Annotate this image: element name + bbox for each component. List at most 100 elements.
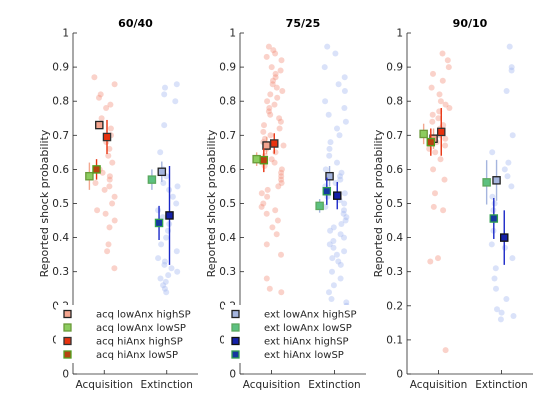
raw-point bbox=[109, 159, 116, 166]
mean-marker bbox=[325, 171, 334, 181]
raw-point bbox=[430, 70, 436, 77]
y-tick-label: 0.3 bbox=[219, 266, 236, 278]
raw-point bbox=[272, 149, 279, 156]
raw-point bbox=[263, 53, 270, 60]
mean-marker bbox=[102, 132, 112, 142]
raw-point bbox=[430, 166, 437, 173]
raw-point bbox=[428, 84, 435, 91]
raw-point bbox=[489, 193, 496, 200]
raw-point bbox=[111, 265, 118, 272]
y-tick-label: 0.5 bbox=[219, 198, 236, 210]
y-tick-label: 0.8 bbox=[386, 96, 403, 108]
raw-point bbox=[106, 145, 113, 152]
raw-point bbox=[442, 347, 449, 354]
y-tick-label: 1 bbox=[62, 28, 69, 40]
raw-point bbox=[158, 241, 165, 248]
legend-label: acq hiAnx highSP bbox=[96, 337, 183, 348]
raw-point bbox=[263, 275, 270, 282]
panel-title: 60/40 bbox=[118, 17, 153, 30]
raw-point bbox=[174, 183, 181, 190]
y-tick-label: 0.4 bbox=[386, 232, 403, 244]
mean-marker bbox=[262, 141, 271, 150]
mean-marker bbox=[492, 176, 501, 185]
raw-point bbox=[278, 176, 285, 183]
raw-point bbox=[106, 183, 113, 190]
raw-point bbox=[278, 289, 285, 296]
y-tick-label: 0.3 bbox=[386, 266, 403, 278]
raw-point bbox=[442, 135, 449, 142]
raw-point bbox=[338, 221, 345, 227]
raw-point bbox=[342, 217, 349, 224]
raw-point bbox=[260, 200, 267, 207]
raw-point bbox=[327, 227, 334, 234]
raw-point bbox=[157, 275, 164, 282]
raw-point bbox=[333, 251, 340, 258]
raw-point bbox=[106, 173, 113, 180]
raw-point bbox=[101, 186, 108, 193]
y-tick-label: 1 bbox=[229, 28, 236, 40]
raw-point bbox=[337, 173, 343, 180]
raw-point bbox=[258, 203, 265, 210]
raw-point bbox=[272, 70, 279, 77]
raw-point bbox=[266, 285, 273, 292]
raw-point bbox=[106, 224, 113, 231]
raw-point bbox=[263, 241, 270, 248]
raw-point bbox=[267, 111, 274, 118]
raw-point bbox=[279, 88, 286, 94]
y-tick-label: 0.4 bbox=[219, 232, 236, 244]
raw-point bbox=[442, 101, 449, 108]
legend-label: acq lowAnx highSP bbox=[96, 310, 191, 321]
raw-point bbox=[341, 234, 347, 241]
y-tick-label: 0.7 bbox=[219, 130, 236, 142]
raw-point bbox=[334, 159, 340, 166]
raw-point bbox=[157, 149, 164, 156]
raw-point bbox=[510, 313, 517, 319]
panel-3: 0 0.1 0.2 0.3 0.4 0.5 0.6 0.7 0.8 0.9 1 Acquisition… bbox=[372, 17, 533, 391]
raw-point bbox=[503, 296, 510, 302]
raw-point bbox=[335, 81, 342, 88]
panel-2: 00.10.20.30.40.50.60.70.80.91Acquisition… bbox=[205, 17, 366, 391]
raw-point bbox=[162, 278, 169, 285]
raw-point bbox=[155, 207, 162, 214]
raw-point bbox=[265, 108, 272, 115]
raw-point bbox=[109, 200, 116, 207]
raw-point bbox=[260, 128, 267, 135]
raw-point bbox=[326, 289, 332, 296]
raw-point bbox=[330, 282, 337, 289]
raw-point bbox=[326, 152, 333, 159]
mean-marker bbox=[436, 127, 446, 137]
legend-label: ext lowAnx highSP bbox=[264, 310, 357, 321]
raw-point bbox=[326, 241, 333, 248]
raw-point bbox=[343, 214, 350, 221]
raw-point bbox=[503, 88, 510, 94]
mean-marker bbox=[332, 191, 342, 200]
raw-point bbox=[330, 238, 337, 244]
raw-point bbox=[508, 64, 515, 71]
raw-point bbox=[103, 105, 110, 111]
raw-point bbox=[111, 81, 118, 88]
raw-point bbox=[264, 186, 271, 193]
raw-point bbox=[264, 193, 271, 200]
raw-point bbox=[332, 50, 339, 57]
mean-marker bbox=[95, 120, 104, 130]
raw-point bbox=[278, 180, 285, 186]
raw-point bbox=[278, 166, 285, 173]
raw-point bbox=[341, 105, 348, 111]
raw-point bbox=[494, 306, 500, 313]
raw-point bbox=[273, 84, 280, 91]
mean-marker bbox=[322, 186, 332, 196]
raw-point bbox=[97, 91, 104, 98]
raw-point bbox=[102, 210, 109, 217]
raw-point bbox=[497, 316, 504, 323]
raw-point bbox=[437, 98, 444, 105]
raw-point bbox=[340, 210, 347, 217]
y-tick-label: 0 bbox=[396, 369, 403, 381]
raw-point bbox=[270, 77, 276, 84]
mean-marker bbox=[85, 171, 94, 181]
raw-point bbox=[269, 224, 276, 231]
y-tick-label: 0.4 bbox=[52, 232, 69, 244]
raw-point bbox=[104, 248, 111, 255]
raw-point bbox=[268, 64, 275, 71]
raw-point bbox=[273, 231, 280, 238]
